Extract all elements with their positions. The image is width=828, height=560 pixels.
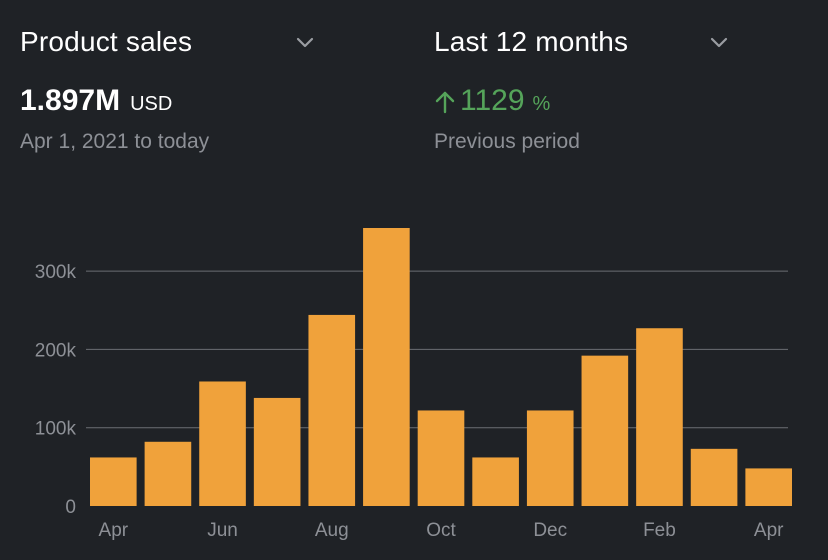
x-tick-label: Apr <box>754 520 784 541</box>
sales-bar-chart: 0 100k 200k 300k Apr Jun Aug Oct Dec Feb Apr <box>35 228 792 541</box>
bar-aug-4[interactable] <box>308 314 356 506</box>
x-tick-label: Aug <box>315 520 349 541</box>
previous-period-label: Previous period <box>434 130 580 153</box>
bar-feb-10[interactable] <box>636 328 683 506</box>
date-range-label: Apr 1, 2021 to today <box>20 130 210 153</box>
y-tick-label: 100k <box>35 419 77 440</box>
bar-apr-0[interactable] <box>90 457 137 506</box>
bar-sep-5[interactable] <box>363 228 410 506</box>
bar-oct-6[interactable] <box>417 410 465 506</box>
chevron-down-icon[interactable] <box>294 31 316 53</box>
bar-dec-8[interactable] <box>526 410 574 506</box>
metric-selector[interactable]: Product sales <box>20 22 316 62</box>
total-sales-unit: USD <box>130 93 173 115</box>
x-tick-label: Jun <box>207 520 238 541</box>
bar-jan-9[interactable] <box>581 355 629 506</box>
bar-mar-11[interactable] <box>690 448 738 506</box>
bar-apr-12[interactable] <box>745 468 792 506</box>
arrow-up-icon <box>434 89 456 115</box>
total-sales-stat: 1.897M USD Apr 1, 2021 to today <box>20 84 209 154</box>
y-tick-label: 0 <box>65 497 76 518</box>
period-change-stat: 1129 % Previous period <box>434 84 580 154</box>
change-percent-value: 1129 <box>460 84 525 117</box>
y-tick-label: 200k <box>35 340 77 361</box>
x-tick-label: Apr <box>99 520 129 541</box>
bar-nov-7[interactable] <box>472 457 519 506</box>
bar-jun-2[interactable] <box>199 381 246 506</box>
x-tick-label: Dec <box>533 520 567 541</box>
total-sales-value: 1.897M <box>20 84 121 117</box>
bar-may-1[interactable] <box>144 441 192 506</box>
y-tick-label: 300k <box>35 262 77 283</box>
chevron-down-icon[interactable] <box>708 31 730 53</box>
period-selector[interactable]: Last 12 months <box>434 22 730 62</box>
x-tick-label: Oct <box>426 520 456 541</box>
bar-jul-3[interactable] <box>253 397 301 506</box>
x-tick-label: Feb <box>643 520 676 541</box>
period-selector-label: Last 12 months <box>434 26 629 57</box>
change-percent-unit: % <box>532 93 551 115</box>
metric-selector-label: Product sales <box>20 26 193 57</box>
